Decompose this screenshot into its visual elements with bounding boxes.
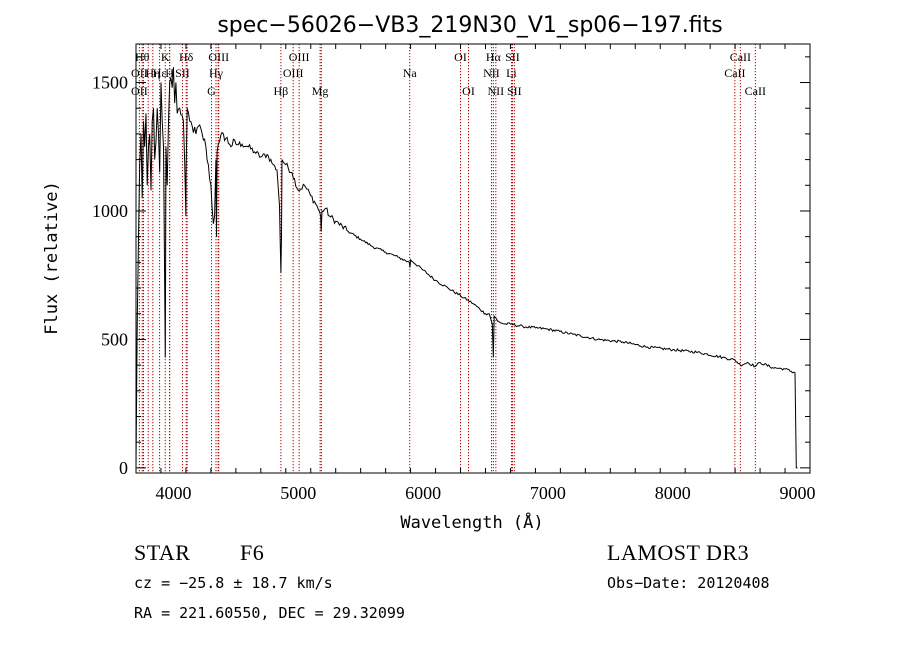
spectral-line-label: Hβ <box>274 84 289 98</box>
axes: 4000 5000 6000 7000 8000 9000 0 500 1000 1500 <box>92 44 816 503</box>
spectral-line-label: Hθ <box>135 50 150 64</box>
spectral-line-label: CaII <box>745 84 766 98</box>
spectral-line-label: CaII <box>724 66 745 80</box>
spectral-line-label: H <box>165 66 174 80</box>
chart-title: spec−56026−VB3_219N30_V1_sp06−197.fits <box>217 13 722 38</box>
x-tick-label: 6000 <box>405 483 441 503</box>
spectral-line-label: SII <box>507 84 522 98</box>
x-tick-label: 7000 <box>530 483 566 503</box>
x-tick-label: 5000 <box>280 483 316 503</box>
spectral-line-label: OI <box>462 84 475 98</box>
spectral-line-label: SII <box>505 50 520 64</box>
x-tick-label: 8000 <box>655 483 691 503</box>
spectral-line-label: OII <box>131 66 148 80</box>
spectral-line-label: OIII <box>289 50 310 64</box>
spectral-line-label: Na <box>403 66 418 80</box>
spectral-line-label: Hη <box>145 66 160 80</box>
y-tick-label: 1500 <box>92 73 128 93</box>
spectral-line-label: Hδ <box>179 50 194 64</box>
y-tick-label: 0 <box>119 458 128 478</box>
spectral-line-label: NII <box>483 66 500 80</box>
y-tick-label: 500 <box>101 329 128 349</box>
x-tick-label: 4000 <box>155 483 191 503</box>
spectral-line-label: OIII <box>208 50 229 64</box>
spectral-line-label: OII <box>131 84 148 98</box>
spectral-line-label: OI <box>454 50 467 64</box>
spectral-line-label: Hγ <box>209 66 224 80</box>
spectral-line-label: CaII <box>730 50 751 64</box>
spectral-line-label: Hε <box>153 66 167 80</box>
spectral-line-markers <box>138 44 756 473</box>
spectral-line-label: OIII <box>283 66 304 80</box>
x-tick-label: 9000 <box>780 483 816 503</box>
spectral-line-label: Li <box>506 66 517 80</box>
redshift-cz: cz = −25.8 ± 18.7 km/s <box>134 574 333 592</box>
object-type: STAR <box>134 540 191 565</box>
y-tick-label: 1000 <box>92 201 128 221</box>
y-axis-label: Flux (relative) <box>42 181 62 335</box>
spectral-line-label: G <box>207 84 216 98</box>
spectral-line-label: K <box>161 50 170 64</box>
spectral-line-label: Mg <box>312 84 329 98</box>
survey-name: LAMOST DR3 <box>607 540 750 565</box>
coordinates: RA = 221.60550, DEC = 29.32099 <box>134 604 405 622</box>
spectral-line-label: SII <box>175 66 190 80</box>
spectrum-series-line <box>135 67 798 469</box>
spectral-line-label: Hα <box>486 50 502 64</box>
observation-date: Obs−Date: 20120408 <box>607 574 770 592</box>
spectral-line-label: NII <box>488 84 505 98</box>
spectral-subclass: F6 <box>240 540 265 565</box>
plot-frame <box>135 43 811 474</box>
x-axis-label: Wavelength (Å) <box>400 511 543 533</box>
